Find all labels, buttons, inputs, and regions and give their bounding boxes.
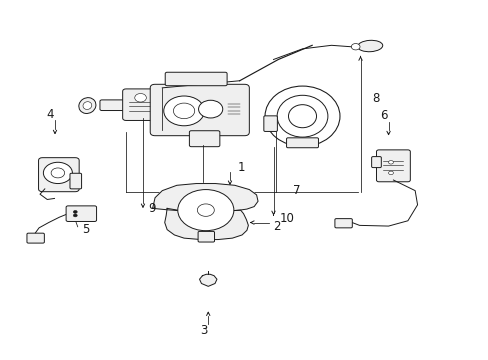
- FancyBboxPatch shape: [371, 157, 381, 168]
- FancyBboxPatch shape: [70, 173, 81, 189]
- FancyBboxPatch shape: [27, 233, 44, 243]
- FancyBboxPatch shape: [376, 150, 409, 182]
- Text: 8: 8: [372, 92, 379, 105]
- Circle shape: [388, 161, 393, 164]
- Circle shape: [178, 190, 233, 231]
- FancyBboxPatch shape: [334, 219, 351, 228]
- Text: 10: 10: [279, 212, 294, 225]
- Ellipse shape: [350, 44, 359, 50]
- FancyBboxPatch shape: [286, 138, 318, 148]
- Circle shape: [163, 96, 204, 126]
- Text: 9: 9: [147, 202, 155, 215]
- FancyBboxPatch shape: [189, 131, 220, 147]
- FancyBboxPatch shape: [39, 158, 79, 192]
- Circle shape: [173, 103, 194, 119]
- Ellipse shape: [83, 102, 92, 109]
- Text: 5: 5: [82, 223, 90, 236]
- Polygon shape: [152, 184, 258, 211]
- Ellipse shape: [277, 95, 327, 137]
- Text: 7: 7: [292, 184, 300, 197]
- FancyBboxPatch shape: [100, 100, 135, 111]
- Circle shape: [135, 94, 146, 102]
- Circle shape: [388, 171, 393, 175]
- Text: 1: 1: [237, 161, 244, 174]
- Ellipse shape: [357, 40, 382, 52]
- FancyBboxPatch shape: [150, 84, 249, 136]
- FancyBboxPatch shape: [165, 72, 226, 86]
- Text: 4: 4: [46, 108, 54, 121]
- FancyBboxPatch shape: [264, 116, 277, 131]
- Circle shape: [198, 100, 223, 118]
- Circle shape: [73, 214, 77, 217]
- Circle shape: [73, 211, 77, 213]
- Circle shape: [43, 162, 72, 184]
- Polygon shape: [164, 208, 248, 239]
- Text: 2: 2: [273, 220, 281, 233]
- Ellipse shape: [288, 105, 316, 128]
- FancyBboxPatch shape: [122, 89, 165, 121]
- FancyBboxPatch shape: [198, 231, 214, 242]
- Circle shape: [51, 168, 64, 178]
- Ellipse shape: [79, 98, 96, 113]
- FancyBboxPatch shape: [66, 206, 96, 221]
- Text: 3: 3: [199, 324, 207, 337]
- Polygon shape: [199, 274, 217, 286]
- Text: 6: 6: [379, 109, 386, 122]
- Ellipse shape: [264, 86, 339, 146]
